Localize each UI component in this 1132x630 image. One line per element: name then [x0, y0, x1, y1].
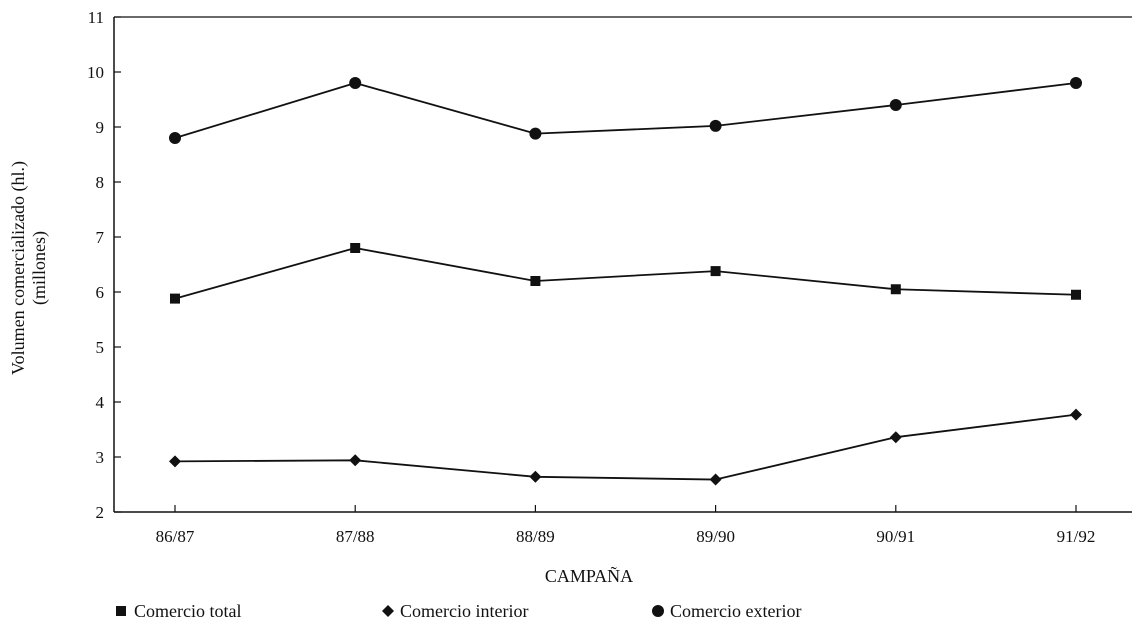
series-1-point-1: [349, 454, 362, 467]
legend: Comercio total Comercio interior Comercio …: [116, 601, 801, 621]
series-line-1: [174, 413, 1077, 481]
series-0-point-3: [710, 266, 721, 277]
y-tick-label-4: 4: [96, 393, 105, 412]
x-axis-title: CAMPAÑA: [545, 565, 633, 586]
legend-marker-2: [652, 605, 664, 617]
y-tick-label-6: 6: [96, 283, 105, 302]
axes: 2 3 4 5 6 7 8 9 10 11 86/87 87/88 88/89 89/90 90/91 91/…: [8, 8, 1132, 586]
y-tick-label-3: 3: [96, 448, 105, 467]
series-2-point-4: [889, 99, 902, 111]
series-0-point-2: [530, 276, 541, 286]
series-2-point-5: [1070, 77, 1082, 89]
y-tick-label-11: 11: [88, 8, 104, 27]
x-tick-label-89/90: 89/90: [696, 527, 735, 546]
series-line-0: [174, 247, 1077, 300]
series-1-point-3: [709, 473, 722, 486]
x-tick-label-86/87: 86/87: [156, 527, 195, 546]
legend-label-1: Comercio interior: [400, 601, 528, 621]
series-1-point-0: [169, 455, 181, 468]
x-tick-label-87/88: 87/88: [336, 527, 375, 546]
series-0-point-1: [350, 243, 361, 253]
series-1-point-5: [1070, 408, 1082, 421]
series-2-point-1: [349, 77, 362, 89]
series-2-point-2: [529, 127, 542, 140]
x-tick-label-88/89: 88/89: [516, 527, 555, 546]
y-tick-label-10: 10: [87, 63, 104, 82]
series-0-point-5: [1071, 289, 1081, 300]
x-tick-label-90/91: 90/91: [876, 527, 915, 546]
y-tick-label-5: 5: [96, 338, 105, 357]
series-2-point-0: [169, 132, 181, 144]
y-tick-label-2: 2: [96, 503, 105, 522]
series-1-point-2: [529, 470, 542, 483]
x-tick-label-91/92: 91/92: [1057, 527, 1096, 546]
legend-marker-0: [116, 606, 126, 616]
series-2-point-3: [709, 119, 722, 132]
series-line-2: [174, 82, 1077, 139]
series-layer: [169, 77, 1082, 486]
legend-marker-1: [382, 605, 394, 617]
series-0-point-4: [890, 284, 901, 295]
series-1-point-4: [889, 431, 902, 444]
y-axis-title-line-1: Volumen comercializado (hl.): [8, 161, 29, 375]
series-0-point-0: [170, 293, 180, 304]
legend-label-0: Comercio total: [134, 601, 241, 621]
y-tick-label-8: 8: [96, 173, 105, 192]
legend-label-2: Comercio exterior: [670, 601, 801, 621]
y-axis-title-line-2: (millones): [29, 231, 50, 305]
y-tick-label-9: 9: [96, 118, 105, 137]
y-tick-label-7: 7: [96, 228, 105, 247]
y-axis-title: Volumen comercializado (hl.)(millones): [8, 161, 50, 375]
